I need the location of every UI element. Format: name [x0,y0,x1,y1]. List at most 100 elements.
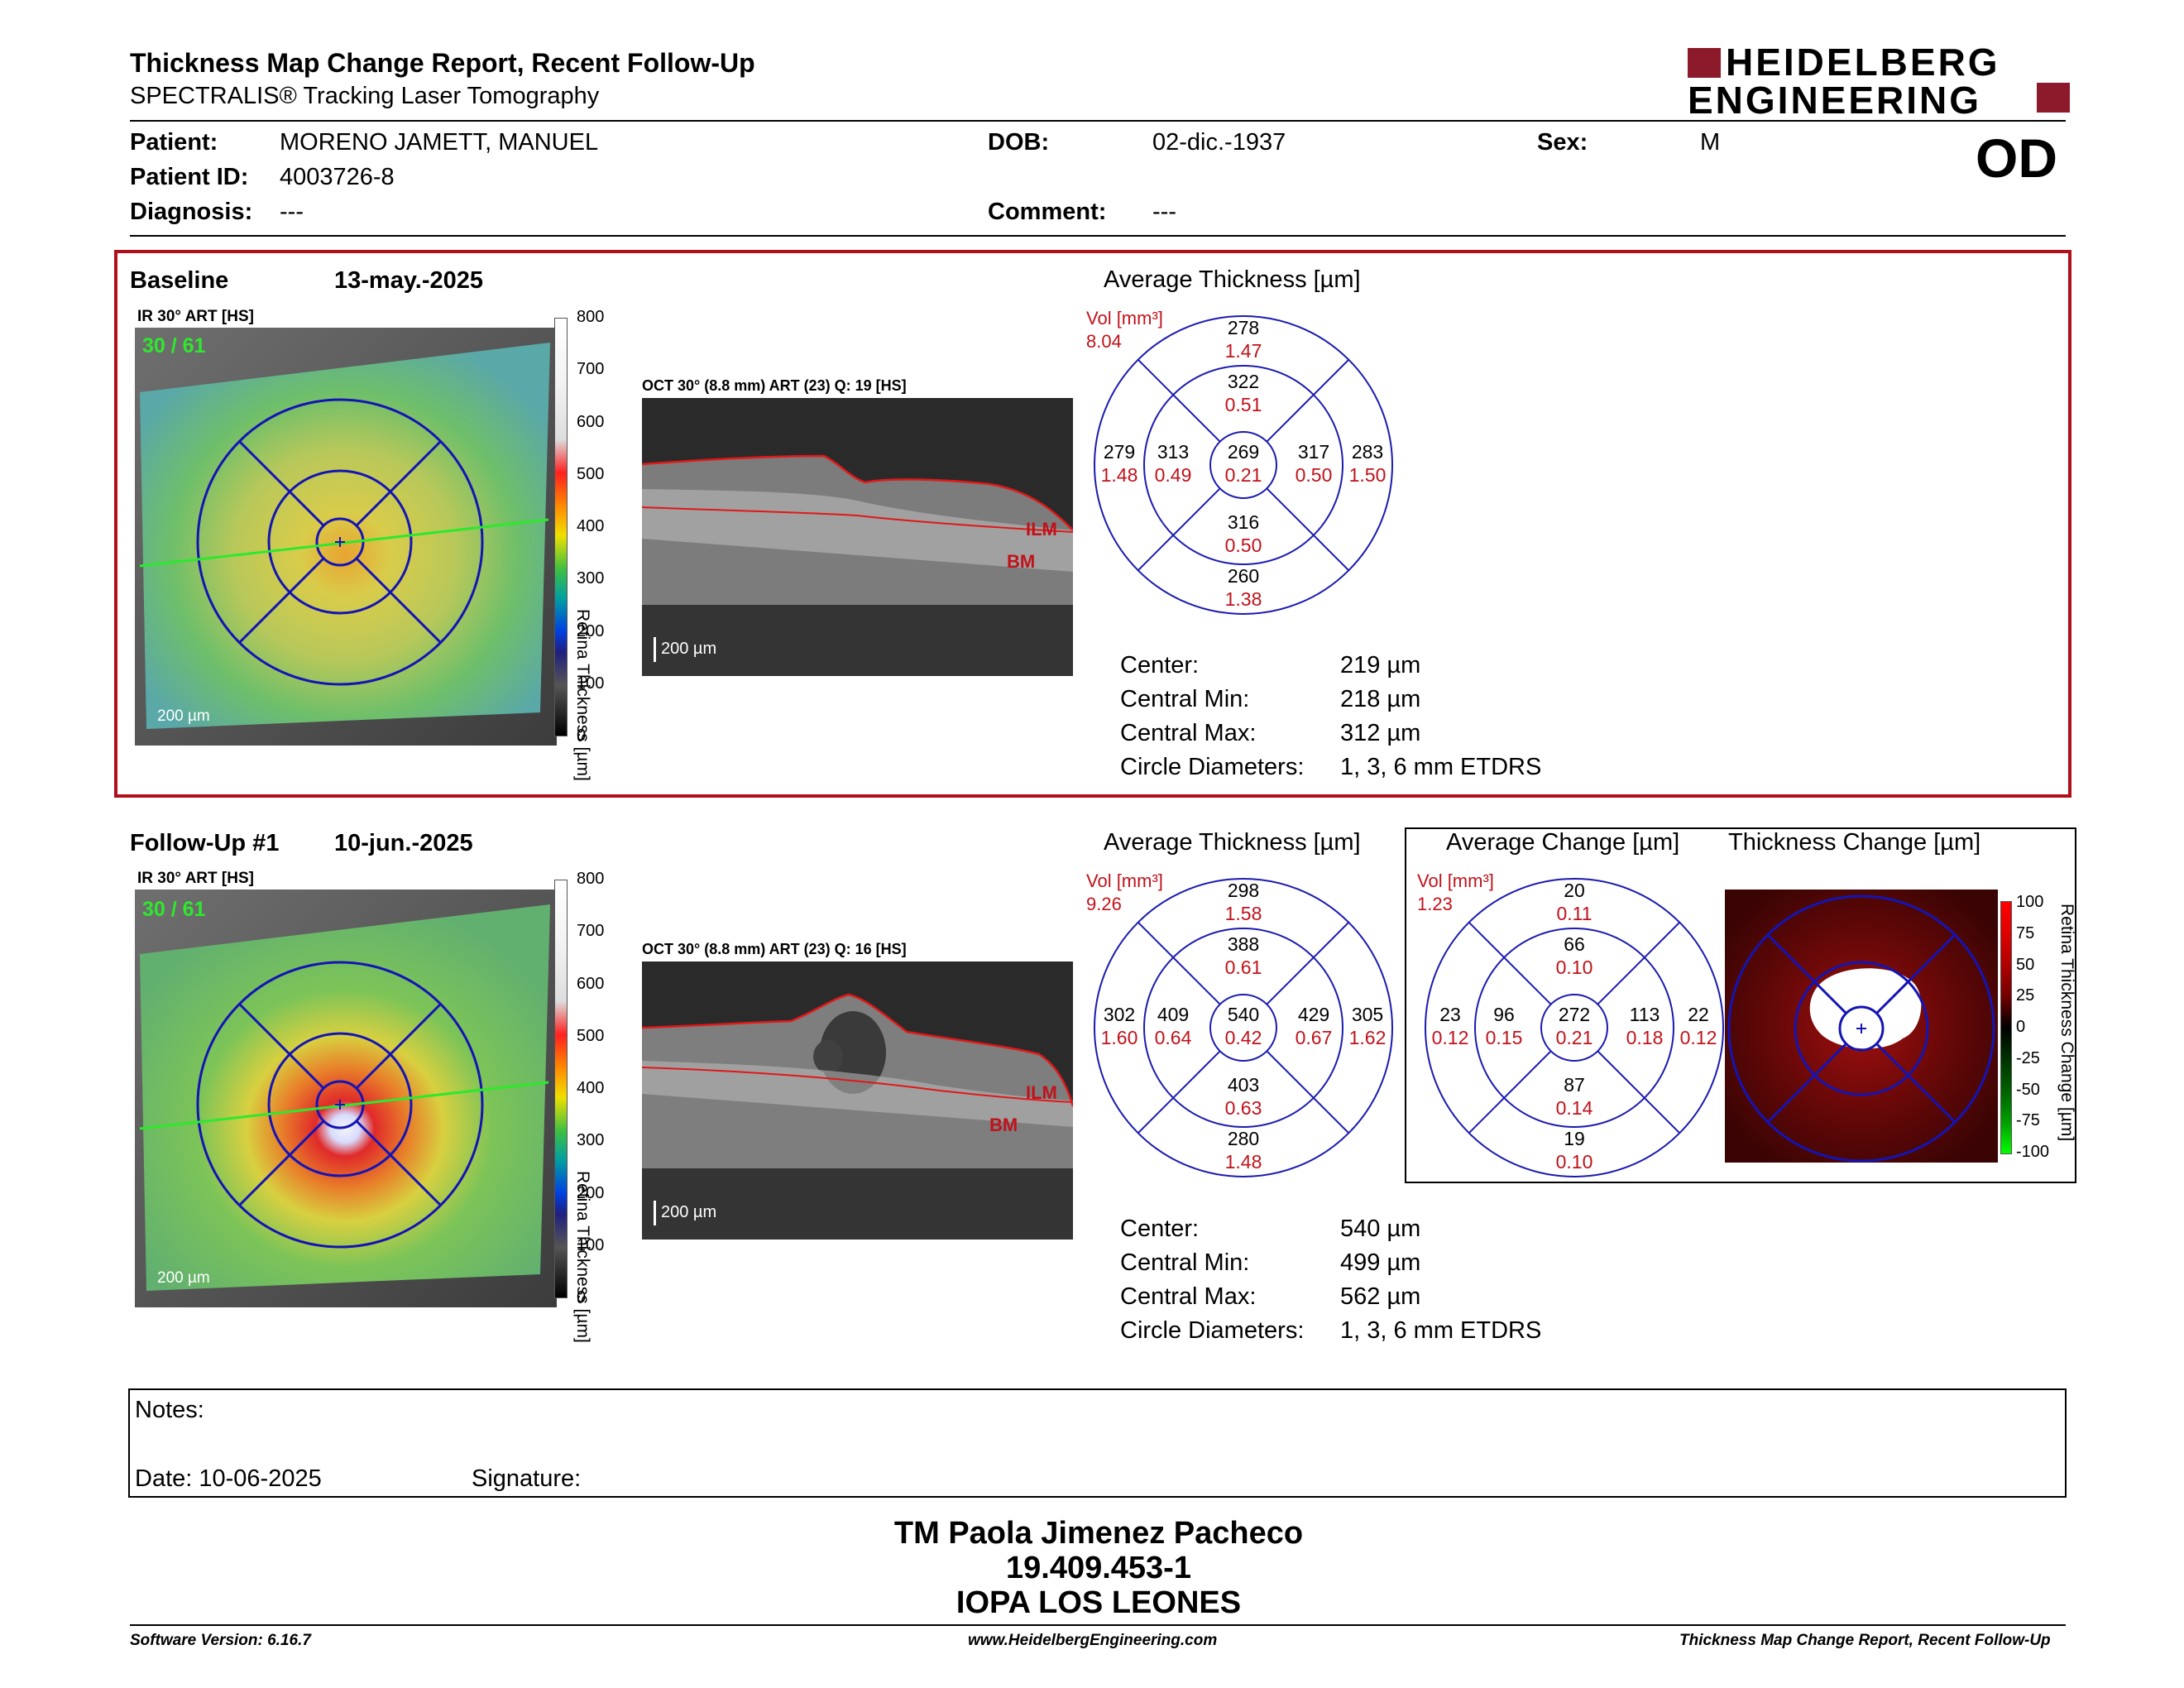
etdrs-grid-lines [1094,878,1393,1177]
footer-website: www.HeidelbergEngineering.com [968,1632,1218,1649]
report-title: Thickness Map Change Report, Recent Foll… [130,48,755,78]
stat-value: 1, 3, 6 mm ETDRS [1340,1317,1542,1344]
etdrs-sector-inner-inf: 403 0.63 [1210,1073,1276,1120]
sector-thickness: 269 [1227,441,1260,463]
stat-label: Central Min: [1120,1249,1250,1276]
followup-oct-scalebar-line [654,1201,656,1225]
change-colorbar [2000,901,2012,1154]
logo-square-top [1688,48,1721,78]
sector-volume: 1.48 [1224,1151,1262,1172]
followup-colorbar-title: Retina Thickness [µm] [573,1171,592,1343]
baseline-oct-scalebar: 200 µm [661,640,717,658]
sector-thickness: 403 [1227,1074,1260,1096]
sector-volume: 1.47 [1224,340,1262,362]
etdrs-sector-inner-nas: 317 0.50 [1281,440,1347,487]
etdrs-sector-inner-sup: 388 0.61 [1210,933,1276,979]
sector-thickness: 19 [1564,1128,1585,1149]
colorbar-tick: 300 [577,1131,605,1150]
colorbar-tick: 100 [577,1235,605,1254]
followup-map-scalebar: 200 µm [157,1269,210,1287]
etdrs-sector-outer-temp: 23 0.12 [1417,1003,1483,1049]
logo-text-top: HEIDELBERG [1726,41,2000,84]
sector-volume: 0.14 [1555,1097,1593,1119]
followup-ir-label: IR 30° ART [HS] [137,870,254,887]
sector-thickness: 540 [1227,1004,1260,1025]
stat-label: Central Min: [1120,686,1250,712]
signer-institution: IOPA LOS LEONES [956,1585,1242,1620]
colorbar-tick: 75 [2016,923,2035,942]
sector-thickness: 388 [1227,933,1260,955]
sector-thickness: 87 [1564,1074,1585,1096]
etdrs-sector-outer-inf: 260 1.38 [1210,564,1276,611]
colorbar-tick: -75 [2016,1111,2040,1130]
sector-volume: 0.11 [1556,903,1592,924]
sector-thickness: 322 [1227,371,1260,392]
stat-value: 219 µm [1340,652,1421,679]
stat-label: Circle Diameters: [1120,754,1305,780]
sector-volume: 0.51 [1224,394,1262,415]
patient-id: 4003726-8 [280,164,395,190]
etdrs-sector-inner-sup: 66 0.10 [1541,933,1607,979]
sector-volume: 0.64 [1154,1027,1192,1048]
sector-volume: 0.49 [1154,464,1192,486]
sector-thickness: 66 [1564,933,1585,955]
comment-label: Comment: [988,199,1107,225]
eye-label: OD [1976,127,2057,189]
etdrs-sector-inner-inf: 87 0.14 [1541,1073,1607,1120]
etdrs-sector-inner-nas: 429 0.67 [1281,1003,1347,1049]
sector-volume: 0.63 [1224,1097,1262,1119]
footer-report-name: Thickness Map Change Report, Recent Foll… [1679,1632,2051,1649]
etdrs-sector-outer-nas: 22 0.12 [1665,1003,1731,1049]
etdrs-sector-outer-nas: 305 1.62 [1334,1003,1401,1049]
dob-value: 02-dic.-1937 [1152,129,1286,156]
colorbar-tick: 25 [2016,986,2035,1005]
stat-value: 540 µm [1340,1216,1421,1242]
stat-value: 218 µm [1340,686,1421,712]
notes-date: Date: 10-06-2025 [135,1465,322,1492]
sector-volume: 0.12 [1431,1027,1469,1048]
etdrs-sector-outer-sup: 278 1.47 [1210,316,1276,362]
etdrs-sector-outer-nas: 283 1.50 [1334,440,1401,487]
sector-volume: 0.42 [1224,1027,1262,1048]
colorbar-tick: 400 [577,517,605,535]
sector-thickness: 279 [1103,441,1136,463]
colorbar-tick: 0 [577,1288,587,1307]
etdrs-sector-outer-sup: 20 0.11 [1541,879,1607,925]
change-panel-frame [1405,827,2076,1183]
colorbar-tick: -25 [2016,1048,2040,1067]
etdrs-sector-inner-temp: 313 0.49 [1140,440,1206,487]
notes-label: Notes: [135,1397,204,1423]
baseline-oct-scalebar-line [654,637,656,662]
colorbar-tick: 200 [577,621,605,640]
colorbar-tick: 600 [577,974,605,993]
logo-text-bottom: ENGINEERING [1688,79,1982,122]
change-etdrs-grid: 20 0.11 66 0.10 23 0.12 96 0.15 272 0.21 113 0.18 22… [1424,877,1725,1178]
sector-volume: 0.50 [1295,464,1333,486]
etdrs-sector-inner-temp: 96 0.15 [1471,1003,1537,1049]
etdrs-sector-inner-temp: 409 0.64 [1140,1003,1206,1049]
followup-oct-scalebar: 200 µm [661,1203,717,1221]
footer-software: Software Version: 6.16.7 [130,1632,311,1649]
stat-label: Central Max: [1120,1283,1257,1310]
sector-thickness: 278 [1227,317,1260,338]
sector-thickness: 305 [1351,1004,1384,1025]
followup-label: Follow-Up #1 [130,830,280,856]
sector-volume: 0.18 [1626,1027,1664,1048]
sector-thickness: 317 [1297,441,1330,463]
sector-volume: 1.50 [1348,464,1387,486]
followup-oct-bscan [642,961,1073,1240]
sector-volume: 1.62 [1348,1027,1387,1048]
followup-bm-label: BM [989,1115,1018,1135]
etdrs-sector-inner-nas: 113 0.18 [1612,1003,1678,1049]
baseline-vol-total: 8.04 [1086,331,1122,352]
comment-value: --- [1152,199,1176,225]
header-divider [130,120,2066,122]
baseline-oct-label: OCT 30° (8.8 mm) ART (23) Q: 19 [HS] [642,377,907,394]
signer-name: TM Paola Jimenez Pacheco [893,1516,1304,1551]
colorbar-tick: 100 [2016,893,2044,911]
sector-thickness: 23 [1439,1004,1461,1025]
followup-etdrs-grid: 298 1.58 388 0.61 302 1.60 409 0.64 540 0.42 429 0.… [1093,877,1394,1178]
change-avg-title: Average Change [µm] [1446,829,1680,856]
colorbar-tick: -50 [2016,1080,2040,1099]
sector-volume: 0.21 [1555,1027,1593,1048]
